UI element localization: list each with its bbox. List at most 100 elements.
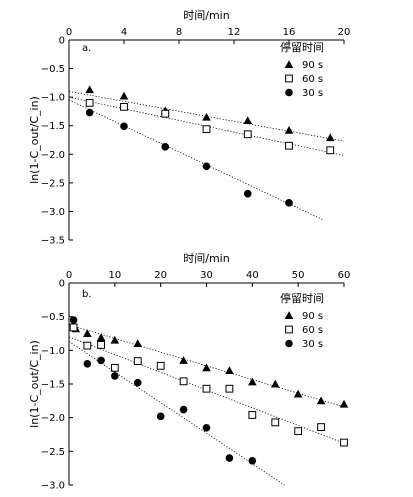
trend-line bbox=[68, 99, 324, 221]
data-point bbox=[133, 357, 142, 366]
y-tick-label: −1.0 bbox=[41, 346, 65, 357]
data-point bbox=[202, 363, 211, 372]
data-point bbox=[179, 405, 188, 414]
x-tick-label: 10 bbox=[108, 270, 121, 281]
legend-marker bbox=[285, 339, 293, 348]
legend-entry: 90 s bbox=[302, 311, 323, 322]
x-tick-label: 40 bbox=[246, 270, 259, 281]
legend: 停留时间 90 s 60 s 30 s bbox=[280, 40, 324, 99]
legend-marker bbox=[285, 74, 293, 83]
data-point bbox=[248, 411, 257, 419]
data-point bbox=[111, 372, 119, 380]
x-tick-label: 0 bbox=[66, 27, 72, 38]
data-point bbox=[83, 360, 92, 368]
data-point bbox=[225, 454, 234, 462]
data-point bbox=[110, 335, 120, 344]
y-tick-label: −0.5 bbox=[41, 312, 65, 323]
data-point bbox=[202, 112, 211, 121]
data-point bbox=[179, 356, 188, 364]
y-tick-label: −1.5 bbox=[41, 121, 65, 132]
series-1 bbox=[68, 96, 345, 156]
series-2 bbox=[68, 99, 324, 221]
y-tick-label: −2.0 bbox=[41, 150, 65, 161]
data-point bbox=[97, 341, 105, 349]
panel-a: 0 4 8 12 16 20 时间/min 0 −0.5 −1.0 −1.5 −2.0 −2.5 −3.0… bbox=[28, 9, 350, 247]
data-point bbox=[69, 323, 78, 332]
data-point bbox=[179, 377, 188, 386]
legend-entry: 30 s bbox=[302, 339, 323, 350]
data-point bbox=[243, 116, 253, 125]
data-point bbox=[96, 333, 106, 341]
legend-entry: 30 s bbox=[302, 88, 323, 99]
panel-label: a. bbox=[82, 43, 91, 54]
data-point bbox=[339, 399, 349, 408]
data-point bbox=[161, 109, 170, 118]
data-point bbox=[133, 378, 142, 387]
x-axis-title: 时间/min bbox=[183, 9, 229, 22]
data-point bbox=[316, 396, 326, 405]
data-point bbox=[83, 329, 92, 337]
y-axis-title: ln(1-C_out/C_in) bbox=[28, 340, 41, 428]
data-point bbox=[69, 316, 78, 324]
data-point bbox=[270, 379, 280, 388]
data-point bbox=[156, 361, 165, 370]
data-point bbox=[202, 423, 211, 432]
data-point bbox=[119, 91, 129, 100]
data-point bbox=[110, 363, 119, 372]
data-point bbox=[243, 189, 252, 198]
x-tick-label: 4 bbox=[121, 27, 127, 38]
legend-marker bbox=[285, 325, 293, 334]
y-tick-label: −3.0 bbox=[41, 481, 65, 492]
x-tick-label: 16 bbox=[283, 27, 296, 38]
data-point bbox=[156, 412, 165, 421]
trend-line bbox=[68, 96, 345, 156]
y-tick-label: −1.0 bbox=[41, 93, 65, 104]
x-tick-label: 8 bbox=[176, 27, 182, 38]
data-point bbox=[340, 438, 348, 447]
y-tick-label: −2.5 bbox=[41, 447, 65, 458]
data-point bbox=[120, 102, 128, 111]
data-point bbox=[285, 141, 293, 150]
data-point bbox=[243, 130, 252, 139]
series-0 bbox=[68, 324, 349, 408]
data-point bbox=[161, 143, 170, 151]
x-tick-label: 0 bbox=[66, 270, 72, 281]
legend-entry: 60 s bbox=[302, 74, 323, 85]
data-point bbox=[225, 384, 234, 393]
data-point bbox=[133, 339, 143, 348]
data-point bbox=[120, 122, 128, 131]
data-point bbox=[248, 456, 257, 465]
data-point bbox=[202, 162, 211, 171]
y-tick-label: −1.5 bbox=[41, 380, 65, 391]
legend: 停留时间 90 s 60 s 30 s bbox=[280, 291, 324, 350]
data-point bbox=[248, 377, 257, 386]
legend-title: 停留时间 bbox=[280, 291, 324, 305]
data-point bbox=[202, 125, 211, 134]
data-point bbox=[225, 366, 234, 374]
y-tick-label: 0 bbox=[59, 36, 65, 47]
y-tick-label: −2.5 bbox=[41, 178, 65, 189]
y-tick-label: 0 bbox=[59, 279, 65, 290]
legend-marker bbox=[285, 88, 293, 97]
panel-label: b. bbox=[82, 289, 92, 300]
series-2 bbox=[68, 316, 285, 486]
x-tick-label: 12 bbox=[228, 27, 241, 38]
data-point bbox=[83, 341, 92, 350]
data-point bbox=[271, 418, 280, 427]
data-point bbox=[284, 125, 294, 134]
x-tick-label: 60 bbox=[338, 270, 351, 281]
y-axis-title: ln(1-C_out/C_in) bbox=[28, 96, 41, 184]
legend-marker bbox=[284, 60, 294, 68]
data-point bbox=[85, 108, 94, 117]
x-tick-label: 50 bbox=[292, 270, 305, 281]
series-1 bbox=[68, 323, 348, 447]
data-point bbox=[97, 356, 105, 365]
y-tick-label: −3.5 bbox=[41, 236, 65, 247]
data-point bbox=[85, 85, 94, 94]
data-point bbox=[326, 146, 335, 155]
x-tick-label: 30 bbox=[200, 270, 213, 281]
data-point bbox=[202, 384, 211, 393]
legend-entry: 90 s bbox=[302, 60, 323, 71]
data-point bbox=[294, 427, 303, 436]
